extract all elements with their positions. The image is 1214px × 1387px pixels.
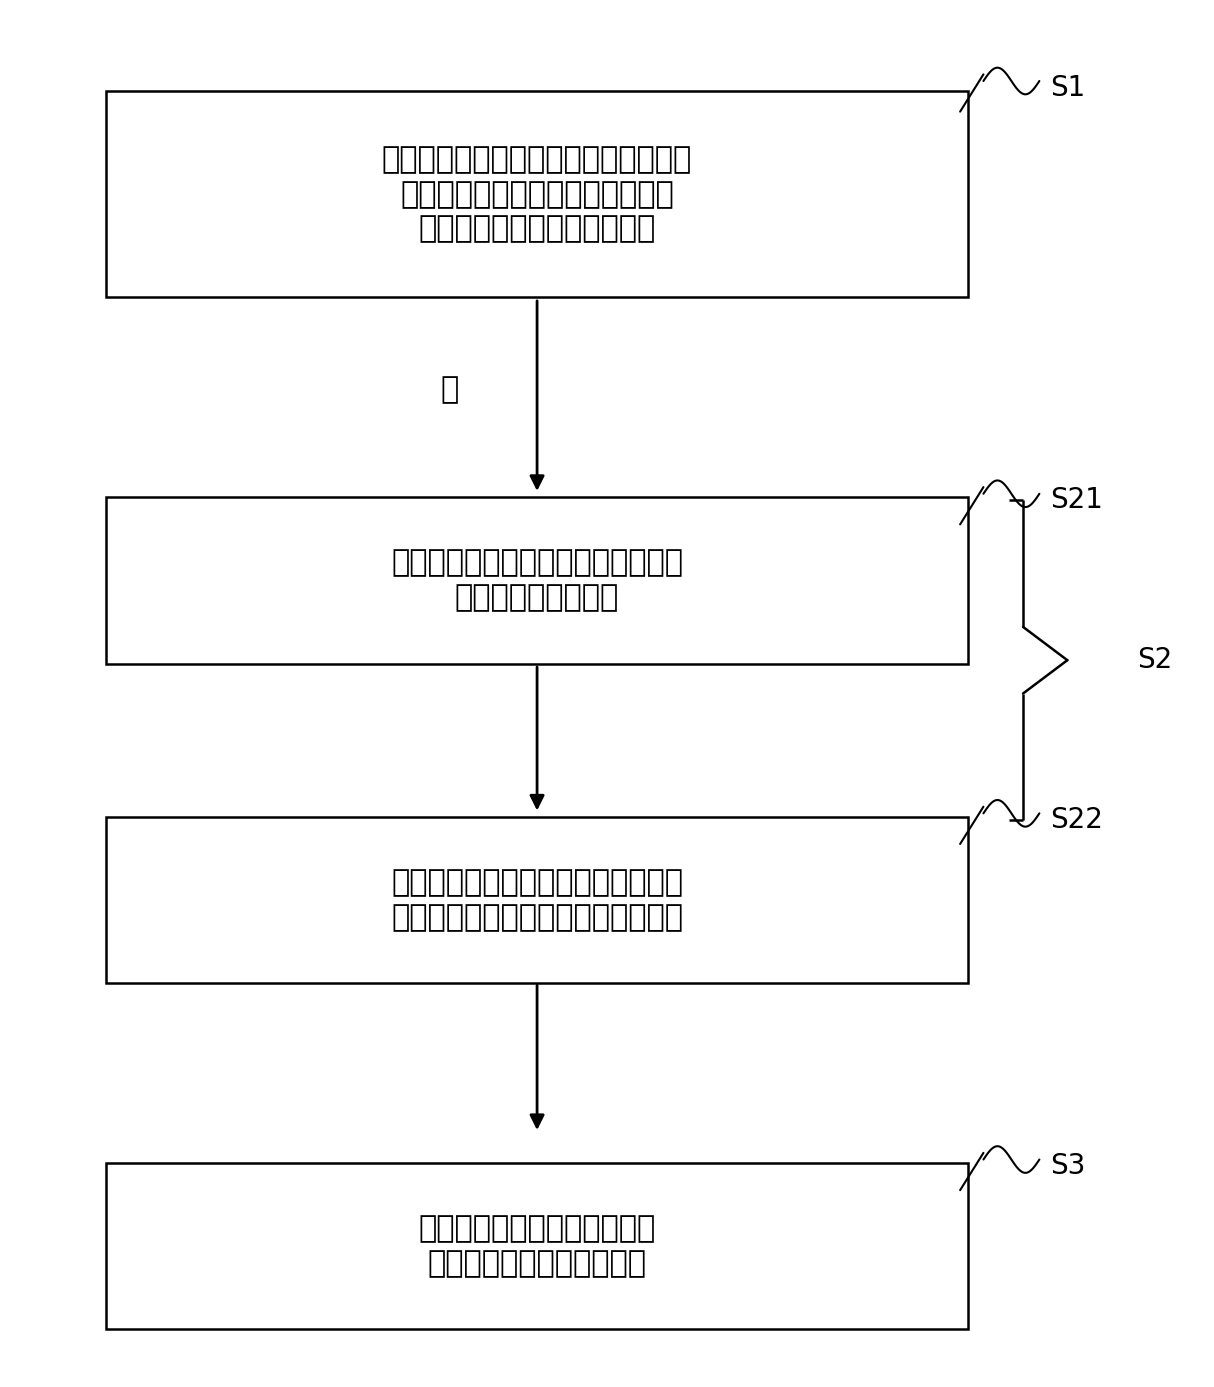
FancyBboxPatch shape — [106, 1162, 969, 1329]
Text: 选取对判断结果影响程度最大的像素: 选取对判断结果影响程度最大的像素 — [391, 868, 683, 897]
Text: 或裂孔位置生成病变定位图: 或裂孔位置生成病变定位图 — [427, 1250, 647, 1277]
Text: 是: 是 — [441, 376, 459, 405]
Text: S3: S3 — [1050, 1153, 1085, 1180]
Text: 区域作为格子样变性位置或裂孔位置: 区域作为格子样变性位置或裂孔位置 — [391, 903, 683, 932]
FancyBboxPatch shape — [106, 817, 969, 983]
Text: 根据定位到的格子样变性位置: 根据定位到的格子样变性位置 — [419, 1214, 656, 1243]
FancyBboxPatch shape — [106, 497, 969, 663]
Text: S22: S22 — [1050, 806, 1102, 834]
Text: S1: S1 — [1050, 74, 1085, 101]
Text: 判断所述广域眼底图像中是否存在: 判断所述广域眼底图像中是否存在 — [401, 180, 674, 208]
Text: S21: S21 — [1050, 487, 1102, 515]
FancyBboxPatch shape — [106, 92, 969, 297]
Text: 计算所述广域眼底图像中每个像素对: 计算所述广域眼底图像中每个像素对 — [391, 548, 683, 577]
Text: S2: S2 — [1138, 646, 1173, 674]
Text: 判断结果的影响程度: 判断结果的影响程度 — [455, 584, 619, 612]
Text: 将广域眼底图像输入卷积神经网络中，: 将广域眼底图像输入卷积神经网络中， — [382, 144, 692, 173]
Text: 周边视网膜格子样变性或裂孔: 周边视网膜格子样变性或裂孔 — [419, 215, 656, 244]
